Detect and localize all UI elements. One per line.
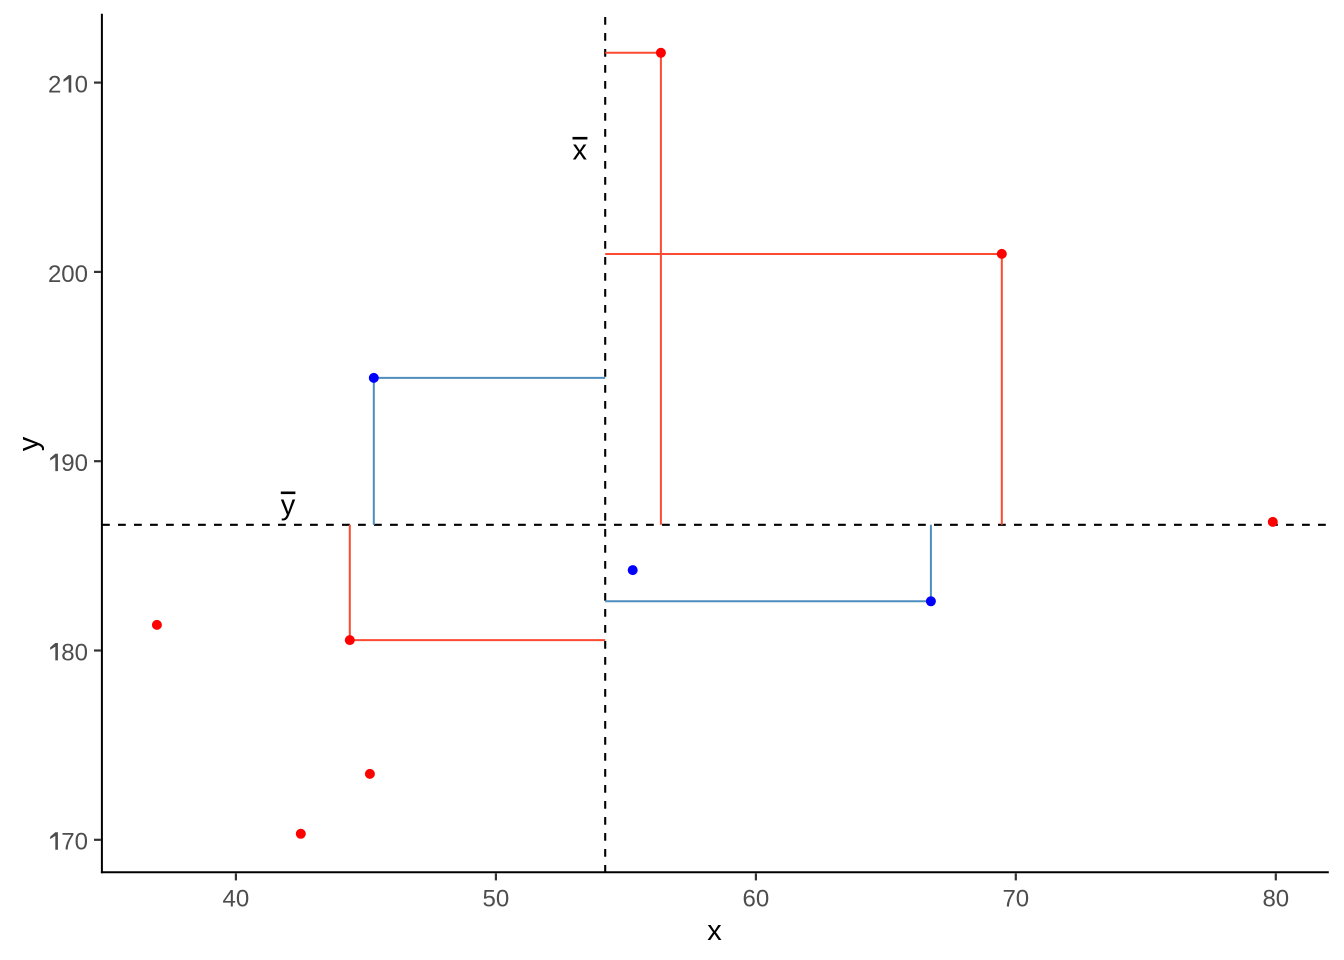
- svg-text:60: 60: [743, 885, 770, 912]
- svg-text:y: y: [13, 436, 45, 451]
- svg-text:8: 8: [61, 639, 74, 666]
- svg-text:50: 50: [483, 885, 510, 912]
- svg-text:0: 0: [75, 450, 88, 477]
- svg-text:7: 7: [61, 829, 74, 856]
- svg-text:x: x: [572, 134, 587, 166]
- svg-text:2: 2: [48, 72, 61, 99]
- svg-text:40: 40: [223, 885, 250, 912]
- svg-text:0: 0: [75, 639, 88, 666]
- svg-text:y: y: [281, 489, 296, 521]
- svg-text:0: 0: [75, 829, 88, 856]
- svg-text:70: 70: [1002, 885, 1029, 912]
- svg-text:9: 9: [61, 450, 74, 477]
- svg-text:x: x: [707, 915, 722, 947]
- svg-text:200: 200: [48, 261, 88, 288]
- svg-text:0: 0: [75, 72, 88, 99]
- svg-text:80: 80: [1262, 885, 1289, 912]
